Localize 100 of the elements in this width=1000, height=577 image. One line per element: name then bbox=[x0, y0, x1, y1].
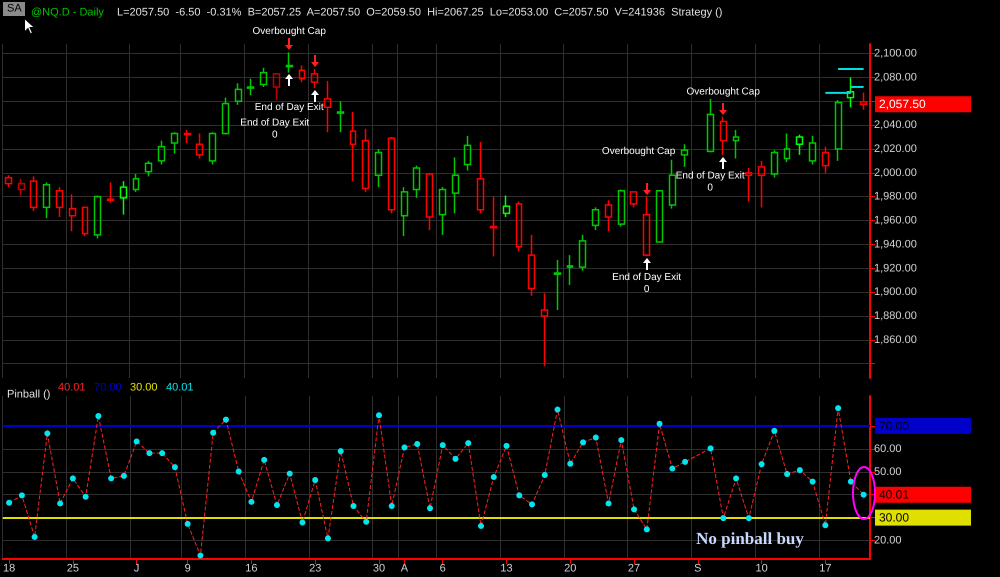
candlestick bbox=[196, 132, 204, 160]
candlestick bbox=[362, 128, 370, 193]
candlestick bbox=[426, 172, 434, 231]
candlestick bbox=[336, 100, 344, 134]
x-tick-label: 13 bbox=[500, 562, 513, 574]
candlestick bbox=[400, 186, 408, 237]
candlestick bbox=[770, 149, 778, 178]
text: 40.01 bbox=[166, 382, 194, 394]
candlestick bbox=[502, 194, 510, 218]
y-tick-label: 2,040.00 bbox=[874, 119, 917, 132]
candlestick bbox=[464, 135, 472, 172]
candlestick bbox=[310, 68, 318, 89]
candlestick bbox=[222, 96, 230, 136]
annotation: Overbought Cap bbox=[602, 146, 676, 158]
candlestick bbox=[68, 194, 76, 232]
x-tick-label: J bbox=[134, 562, 140, 574]
candlestick bbox=[30, 176, 38, 212]
y-tick-label: 1,900.00 bbox=[874, 286, 917, 298]
candlestick bbox=[4, 174, 12, 188]
candlestick bbox=[732, 129, 740, 160]
candlestick bbox=[18, 178, 26, 196]
y-tick-label: 50.00 bbox=[874, 466, 902, 478]
y-tick-label: 1,860.00 bbox=[874, 334, 917, 346]
candlestick bbox=[388, 136, 396, 214]
candlestick bbox=[234, 82, 242, 106]
x-tick-label: 16 bbox=[245, 562, 258, 574]
annotation: 0 bbox=[272, 130, 278, 141]
x-tick-label: 23 bbox=[309, 562, 322, 574]
x-tick-label: 9 bbox=[184, 562, 191, 574]
y-tick-label: 60.00 bbox=[874, 442, 902, 455]
annotation: No pinball buy bbox=[696, 529, 804, 548]
ref-line-label: 70.00 bbox=[879, 418, 910, 433]
candlestick bbox=[246, 78, 254, 96]
x-tick-label: 17 bbox=[819, 562, 832, 574]
candlestick bbox=[476, 141, 484, 214]
candlestick bbox=[618, 188, 626, 228]
candlestick bbox=[120, 180, 128, 216]
candlestick bbox=[822, 146, 830, 174]
y-tick-label: 2,100.00 bbox=[874, 48, 917, 60]
candlestick bbox=[184, 129, 192, 144]
annotation: End of Day Exit bbox=[254, 102, 324, 114]
candlestick bbox=[350, 111, 356, 182]
y-tick-label: 1,940.00 bbox=[874, 238, 917, 250]
candlestick bbox=[158, 140, 166, 166]
candlestick bbox=[834, 99, 842, 162]
x-tick-label: 25 bbox=[66, 562, 80, 574]
x-tick-label: 30 bbox=[372, 562, 386, 574]
candlestick bbox=[668, 158, 676, 210]
candlestick bbox=[56, 186, 64, 218]
y-tick-label: 2,020.00 bbox=[874, 142, 917, 155]
candlestick bbox=[170, 132, 178, 154]
candlestick bbox=[490, 196, 498, 258]
candlestick bbox=[554, 259, 562, 311]
candlestick bbox=[578, 234, 586, 272]
candlestick bbox=[438, 186, 446, 236]
text: 40.01 bbox=[58, 382, 86, 394]
x-tick-label: S bbox=[694, 562, 702, 574]
candlestick bbox=[132, 173, 140, 193]
candlestick bbox=[94, 194, 102, 240]
candlestick bbox=[744, 167, 752, 202]
candlestick bbox=[592, 206, 600, 231]
annotation: End of Day Exit bbox=[612, 272, 682, 283]
y-tick-label: 1,960.00 bbox=[874, 214, 917, 227]
candlestick bbox=[846, 76, 854, 108]
x-tick-label: 18 bbox=[2, 562, 16, 574]
chart-title: Pinball () bbox=[7, 388, 50, 400]
candlestick bbox=[784, 132, 790, 163]
candlestick bbox=[452, 156, 460, 214]
candlestick bbox=[106, 182, 114, 204]
candlestick bbox=[272, 73, 280, 101]
candlestick bbox=[144, 160, 152, 178]
candlestick bbox=[706, 98, 714, 154]
candlestick bbox=[604, 200, 612, 232]
annotation: End of Day Exit bbox=[240, 118, 310, 129]
text: SA bbox=[7, 2, 22, 14]
candlestick bbox=[720, 116, 728, 156]
candlestick bbox=[656, 190, 664, 243]
annotation: 0 bbox=[644, 284, 650, 295]
x-tick-label: 27 bbox=[628, 562, 640, 574]
y-tick-label: 1,880.00 bbox=[874, 310, 917, 322]
candlestick bbox=[42, 182, 50, 219]
chart-title: @NQ.D - Daily bbox=[31, 6, 104, 18]
y-tick-label: 1,980.00 bbox=[874, 190, 917, 203]
x-tick-label: 6 bbox=[440, 562, 446, 574]
text: 40.01 bbox=[879, 488, 910, 502]
y-tick-label: 2,080.00 bbox=[874, 71, 917, 84]
annotation: End of Day Exit bbox=[676, 170, 745, 182]
y-tick-label: 2,000.00 bbox=[874, 166, 917, 179]
x-tick-label: 10 bbox=[755, 562, 768, 574]
chart-subtitle: L=2057.50 -6.50 -0.31% B=2057.25 A=2057.50 O=2059.50 Hi=2067.25 Lo=2053.00 C=2057.50 V=241936 Strategy () bbox=[117, 6, 722, 18]
text: 30.00 bbox=[130, 382, 158, 394]
candlestick bbox=[260, 67, 268, 88]
candlestick bbox=[808, 135, 816, 166]
y-tick-label: 20.00 bbox=[874, 534, 902, 547]
candlestick bbox=[566, 254, 574, 286]
y-tick-label: 1,920.00 bbox=[874, 262, 917, 274]
candlestick bbox=[528, 234, 536, 296]
candlestick bbox=[642, 196, 650, 258]
annotation: Overbought Cap bbox=[686, 86, 760, 98]
candlestick bbox=[758, 160, 766, 208]
